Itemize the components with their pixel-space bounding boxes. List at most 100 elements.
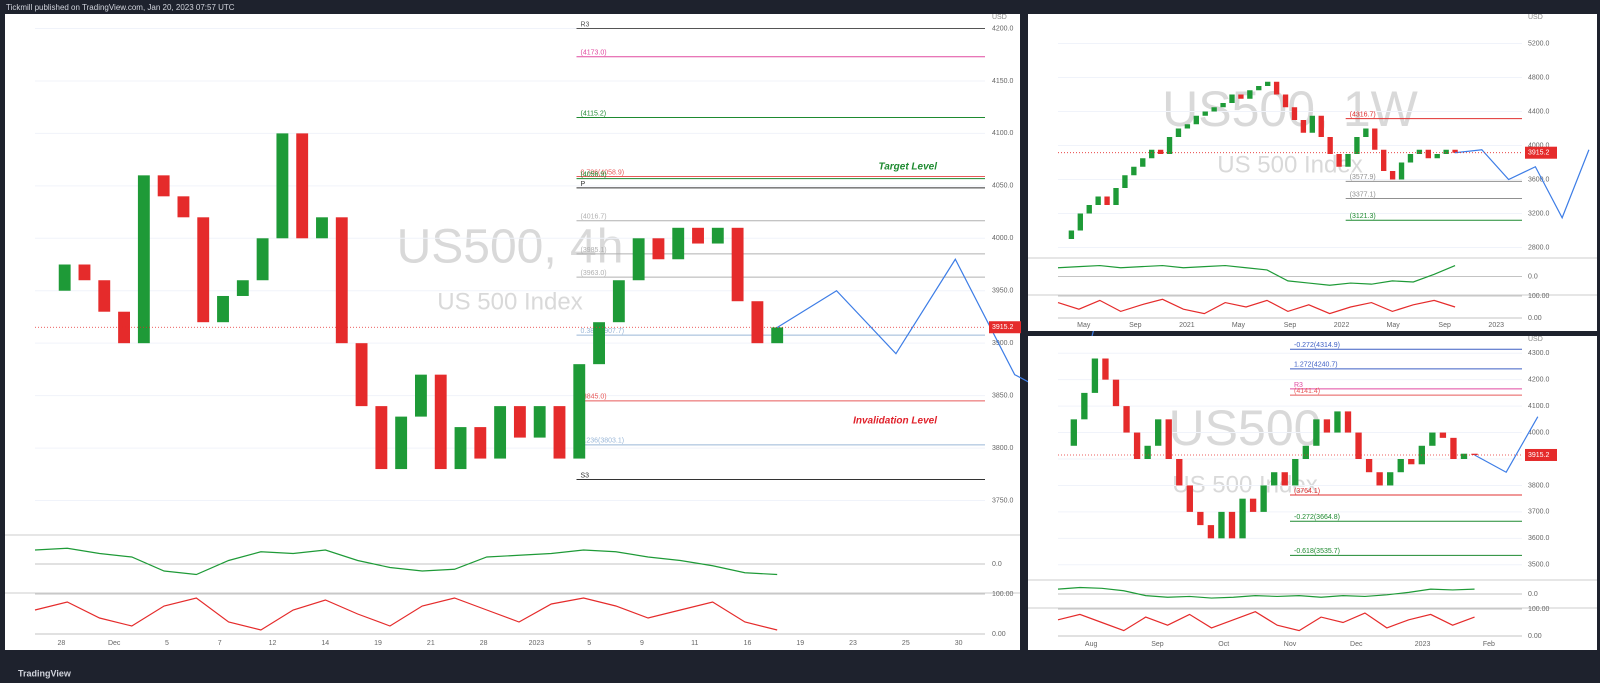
watermark-title: US500, 4h xyxy=(397,221,624,274)
candle xyxy=(1365,459,1373,473)
candle xyxy=(395,416,408,470)
y-tick-label: 4300.0 xyxy=(1528,350,1550,357)
candle xyxy=(1300,120,1307,133)
candle xyxy=(1155,419,1162,446)
y-tick-label: 3700.0 xyxy=(1528,509,1550,516)
candle xyxy=(1273,81,1280,95)
candle xyxy=(1381,149,1387,171)
candle xyxy=(1452,149,1458,153)
candle xyxy=(296,133,309,239)
y-tick-label: 3200.0 xyxy=(1528,210,1550,217)
y-tick-label: 4200.0 xyxy=(992,25,1014,32)
candle xyxy=(1228,511,1236,539)
candle xyxy=(1165,419,1172,459)
level-label: R3 xyxy=(1294,382,1303,389)
watermark-title: US500, 1W xyxy=(1162,81,1418,137)
candle xyxy=(1249,498,1257,512)
projection-line xyxy=(1455,149,1590,220)
oscillator-tick-label: 0.00 xyxy=(992,631,1006,638)
candle xyxy=(1186,485,1193,512)
level-label: (3377.1) xyxy=(1350,191,1376,198)
candle xyxy=(1408,459,1415,465)
x-tick-label: Dec xyxy=(1350,641,1363,648)
candle xyxy=(434,374,447,470)
x-tick-label: Sep xyxy=(1284,322,1297,329)
x-tick-label: 2023 xyxy=(529,640,545,647)
candle xyxy=(1291,107,1298,120)
candle xyxy=(474,427,487,459)
y-tick-label: 4000.0 xyxy=(1528,429,1550,436)
candle xyxy=(1193,115,1199,125)
candle xyxy=(1104,196,1110,205)
candle xyxy=(1471,453,1478,456)
x-tick-label: Oct xyxy=(1218,641,1229,648)
candle xyxy=(1439,432,1447,438)
candle xyxy=(157,175,170,197)
last-price-label: 3915.2 xyxy=(1528,150,1550,157)
y-tick-label: 4800.0 xyxy=(1528,74,1550,81)
x-tick-label: 21 xyxy=(427,640,435,647)
x-tick-label: Sep xyxy=(1151,641,1164,648)
candle xyxy=(1211,107,1217,112)
oscillator-line xyxy=(1057,264,1456,286)
candle xyxy=(1407,154,1414,163)
x-tick-label: May xyxy=(1386,322,1400,329)
level-label: 0.236(3803.1) xyxy=(581,438,625,445)
candle xyxy=(1336,154,1342,167)
candle xyxy=(1271,472,1278,486)
x-tick-label: Feb xyxy=(1483,641,1495,648)
x-tick-label: 14 xyxy=(321,640,329,647)
candle xyxy=(1238,94,1244,99)
projection-line xyxy=(1474,416,1539,474)
candle xyxy=(1175,128,1182,137)
last-price-tag xyxy=(989,321,1021,334)
candle xyxy=(1123,406,1130,433)
x-tick-label: 2023 xyxy=(1415,641,1431,648)
oscillator-line xyxy=(1057,298,1456,315)
level-label: S3 xyxy=(581,472,590,479)
candle xyxy=(98,280,111,312)
candle xyxy=(1376,472,1383,486)
candle xyxy=(197,217,210,323)
candle xyxy=(494,406,507,459)
oscillator-line xyxy=(1057,586,1475,599)
level-label: (3963.0) xyxy=(581,270,607,277)
x-tick-label: 12 xyxy=(269,640,277,647)
oscillator-tick-label: 0.00 xyxy=(1528,315,1542,322)
candle xyxy=(1220,103,1226,108)
candle xyxy=(1397,459,1404,473)
footer-brand: TradingView xyxy=(18,668,72,678)
annotation: Target Level xyxy=(878,162,937,173)
x-tick-label: 9 xyxy=(640,640,644,647)
candle xyxy=(1309,115,1315,133)
oscillator-tick-label: 100.00 xyxy=(1528,606,1550,613)
x-tick-label: Sep xyxy=(1438,322,1451,329)
y-tick-label: 5200.0 xyxy=(1528,40,1550,47)
level-label: 1.272(4240.7) xyxy=(1294,362,1338,369)
y-tick-label: 3600.0 xyxy=(1528,535,1550,542)
candle xyxy=(1443,149,1449,154)
x-tick-label: 19 xyxy=(796,640,804,647)
y-tick-label: 3850.0 xyxy=(992,392,1014,399)
candle xyxy=(1327,137,1333,154)
candle xyxy=(731,227,744,302)
currency-label: USD xyxy=(1528,14,1543,21)
level-label: (4115.2) xyxy=(581,110,607,117)
candle xyxy=(1313,419,1320,446)
candle xyxy=(1202,111,1208,116)
level-label: P xyxy=(581,181,586,188)
candle xyxy=(1081,392,1088,420)
candle xyxy=(1070,419,1077,446)
y-tick-label: 3950.0 xyxy=(992,288,1014,295)
watermark-subtitle: US 500 Index xyxy=(437,288,582,315)
x-tick-label: May xyxy=(1232,322,1246,329)
oscillator-tick-label: 100.00 xyxy=(1528,293,1550,300)
y-tick-label: 3900.0 xyxy=(992,340,1014,347)
candle xyxy=(672,227,685,260)
level-label: (3985.1) xyxy=(581,247,607,254)
y-tick-label: 4000.0 xyxy=(992,235,1014,242)
y-tick-label: 4400.0 xyxy=(1528,108,1550,115)
oscillator-tick-label: 100.00 xyxy=(992,591,1014,598)
